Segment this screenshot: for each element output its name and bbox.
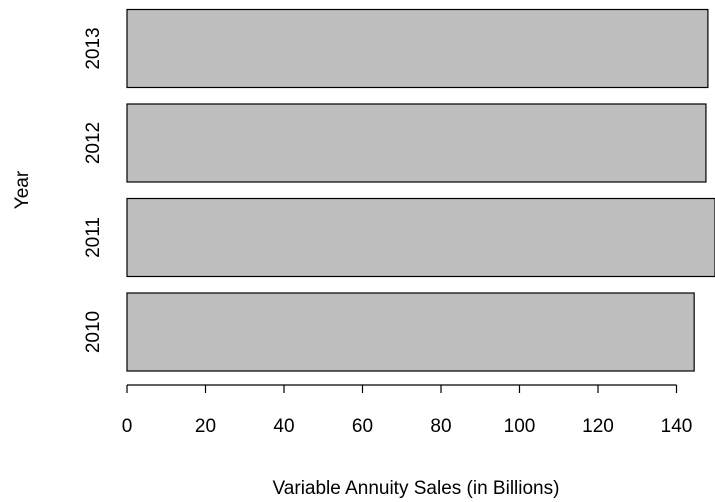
bar-2011: [126, 197, 715, 278]
x-tick-label-0: 0: [122, 416, 133, 437]
y-tick-label-2010: 2010: [83, 311, 104, 353]
y-tick-label-2011: 2011: [83, 217, 104, 258]
y-axis-label: Year: [12, 170, 33, 209]
y-tick-label-2012: 2012: [83, 122, 104, 164]
x-tick-label-140: 140: [661, 416, 693, 437]
bar-2012: [126, 103, 707, 183]
y-tick-label-2013: 2013: [83, 27, 104, 69]
x-tick-label-60: 60: [352, 416, 373, 437]
x-axis-label: Variable Annuity Sales (in Billions): [273, 478, 560, 499]
x-tick-label-20: 20: [195, 416, 216, 437]
x-tick-label-100: 100: [504, 416, 536, 437]
x-tick-label-120: 120: [582, 416, 614, 437]
bars: [126, 8, 715, 372]
bar-2010: [126, 292, 695, 372]
y-category-labels: 2010 2011 2012 2013: [83, 27, 104, 353]
bar-2013: [126, 8, 709, 89]
x-tick-label-40: 40: [273, 416, 294, 437]
x-axis: 0 20 40 60 80 100 120 140: [122, 384, 693, 437]
x-tick-label-80: 80: [430, 416, 451, 437]
